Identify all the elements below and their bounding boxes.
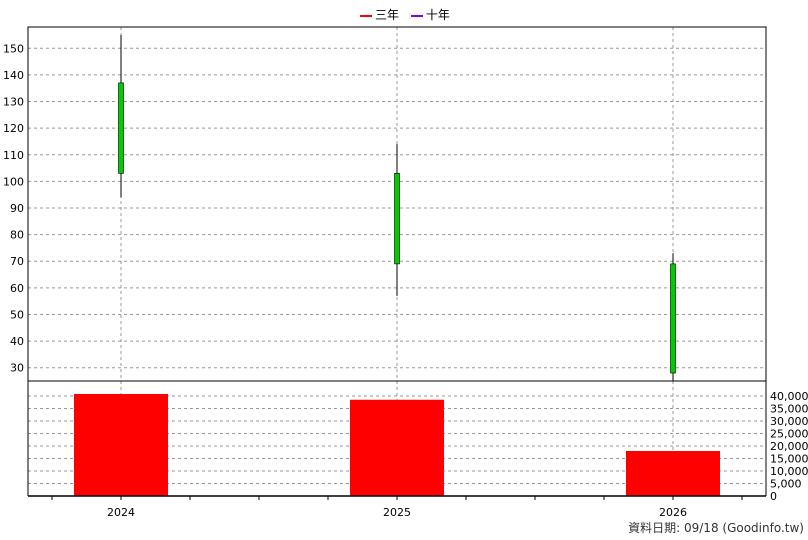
volume-tick-label-5000: 5,000	[770, 478, 802, 491]
price-tick-label-80: 80	[10, 229, 24, 242]
candle-body-2026	[670, 263, 676, 374]
volume-bar-2026	[626, 451, 720, 496]
legend-swatch-three-year	[360, 14, 372, 17]
price-tick-label-100: 100	[3, 175, 24, 188]
volume-tick-label-25000: 25,000	[770, 428, 808, 441]
price-tick-label-110: 110	[3, 149, 24, 162]
price-tick-label-120: 120	[3, 122, 24, 135]
price-tick-label-140: 140	[3, 69, 24, 82]
volume-tick-label-0: 0	[770, 490, 777, 503]
legend-label-three-year: 三年	[375, 8, 400, 22]
price-tick-label-70: 70	[10, 255, 24, 268]
candle-body-2025	[394, 173, 400, 265]
x-tick-label-2024: 2024	[107, 506, 135, 519]
price-tick-label-90: 90	[10, 202, 24, 215]
x-tick-label-2025: 2025	[383, 506, 411, 519]
price-tick-label-30: 30	[10, 362, 24, 375]
volume-bar-2025	[350, 399, 444, 496]
legend-item-three-year: 三年	[360, 8, 403, 22]
price-panel-frame	[27, 26, 767, 382]
price-tick-label-60: 60	[10, 282, 24, 295]
x-tick-label-2026: 2026	[659, 506, 687, 519]
legend-swatch-ten-year	[410, 14, 423, 17]
volume-tick-label-35000: 35,000	[770, 403, 808, 416]
chart-legend: 三年 十年	[360, 6, 458, 23]
data-date-footer: 資料日期: 09/18 (Goodinfo.tw)	[628, 521, 804, 535]
price-tick-label-130: 130	[3, 96, 24, 109]
volume-tick-label-40000: 40,000	[770, 390, 808, 403]
volume-tick-label-30000: 30,000	[770, 415, 808, 428]
candle-body-2024	[118, 82, 124, 174]
price-tick-label-50: 50	[10, 308, 24, 321]
legend-item-ten-year: 十年	[410, 8, 450, 22]
legend-label-ten-year: 十年	[425, 8, 450, 22]
price-tick-label-40: 40	[10, 335, 24, 348]
volume-tick-label-10000: 10,000	[770, 465, 808, 478]
price-tick-label-150: 150	[3, 42, 24, 55]
volume-tick-label-15000: 15,000	[770, 453, 808, 466]
volume-bar-2024	[74, 394, 168, 496]
volume-tick-label-20000: 20,000	[770, 440, 808, 453]
